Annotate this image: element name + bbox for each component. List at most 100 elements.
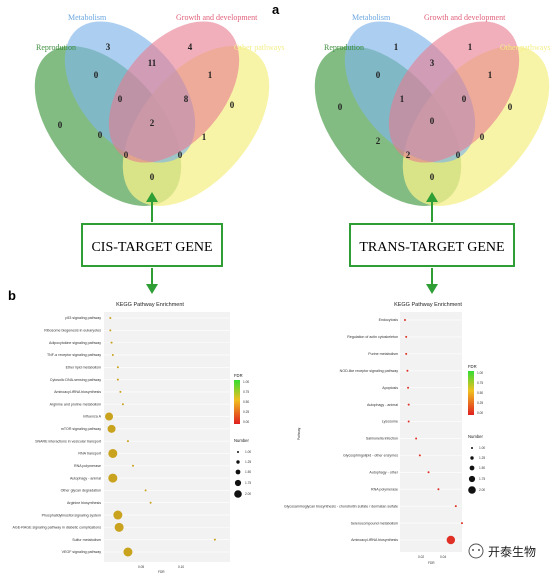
kegg-left-pathway-label: Other glycan degradation [61,489,101,493]
kegg-right-dot [407,420,410,423]
kegg-left-number-legend-title: Number [234,438,249,443]
kegg-left-size-key [235,469,241,475]
right-down-arrow-head [426,284,438,294]
kegg-left-dot [116,366,119,369]
venn-right-count: 0 [456,150,461,160]
kegg-left-fdr-tick: 0.25 [243,410,249,414]
venn-right-label-other: Other pathways [500,43,550,52]
venn-right-count: 2 [406,150,411,160]
kegg-right-dot [415,437,418,440]
venn-left-label-metabolism: Metabolism [68,13,107,22]
kegg-left-dot [109,317,112,319]
watermark: 开泰生物 [468,543,536,559]
kegg-left-size-key [234,490,242,498]
kegg-left-pathway-label: SNARE interactions in vesicular transpor… [35,439,101,443]
venn-right-label-growth: Growth and development [424,13,506,22]
kegg-left-fdr-tick: 1.00 [243,380,249,384]
kegg-left-dot [149,501,152,504]
kegg-right-panel [400,312,462,552]
kegg-left-dot [213,538,216,541]
kegg-left-title: KEGG Pathway Enrichment [116,302,184,308]
kegg-right-dot [405,352,408,355]
venn-left-count: 1 [202,132,207,142]
kegg-left-number-tick: 1.75 [245,481,251,485]
kegg-left-fdr-legend-title: FDR [234,373,243,378]
kegg-right-number-tick: 2.00 [479,488,485,492]
left-connector: CIS-TARGET GENE [81,192,223,294]
kegg-left-pathway-label: Ribosome biogenesis in eukaryotes [44,329,101,333]
venn-left-label-reproduction: Reprodution [36,43,76,52]
kegg-left-pathway-label: RNA polymerase [74,464,101,468]
kegg-right-number-tick: 1.00 [479,446,485,450]
kegg-right-ylabel: Pathway [297,427,301,440]
kegg-right-fdr-tick: 0.75 [477,381,483,385]
kegg-left-number-tick: 1.50 [245,470,251,474]
kegg-right-pathway-label: Apoptosis [382,386,398,390]
right-connector: TRANS-TARGET GENE [349,192,515,294]
venn-left-count: 0 [58,120,63,130]
kegg-left-dot [123,547,133,557]
kegg-left-pathway-label: Arginine biosynthesis [67,501,101,505]
kegg-right-pathway-label: Autophagy - other [369,471,398,475]
kegg-left-number-tick: 1.00 [245,450,251,454]
kegg-left-dot [105,412,114,421]
kegg-right-pathway-label: NOD-like receptor signaling pathway [340,369,399,373]
kegg-right-dot [461,522,463,525]
kegg-right-dot [407,386,410,389]
kegg-right-size-key [469,465,475,471]
left-up-arrow-head [146,192,158,202]
venn-left-count: 0 [94,70,99,80]
kegg-left-fdr-colorbar [234,380,240,424]
kegg-right-plot: KEGG Pathway Enrichment Pathway Endocyto… [284,302,485,565]
kegg-right-size-key [468,486,476,494]
kegg-left-pathway-label: Influenza A [83,415,101,419]
kegg-left-fdr-tick: 0.75 [243,390,249,394]
kegg-right-fdr-tick: 0.25 [477,401,483,405]
kegg-left-pathway-label: Sulfur metabolism [72,538,101,542]
kegg-left-pathway-labels: p53 signaling pathway Ribosome biogenesis… [13,316,102,554]
kegg-left-pathway-label: Aminoacyl-tRNA biosynthesis [54,390,101,394]
kegg-left-fdr-tick: 0.50 [243,400,249,404]
venn-left-count: 0 [98,130,103,140]
venn-right-count: 2 [376,136,381,146]
kegg-right-number-tick: 1.25 [479,456,485,460]
watermark-text: 开泰生物 [488,545,536,559]
kegg-right-size-key [468,475,476,483]
kegg-right-dot [454,505,457,508]
venn-left-count: 0 [230,100,235,110]
kegg-left-number-tick: 2.00 [245,492,251,496]
wechat-logo-icon-eye [472,549,474,551]
kegg-right-pathway-label: Purine metabolism [368,352,398,356]
kegg-right-xtick: 0.02 [418,555,424,559]
kegg-right-pathway-label: Autophagy - animal [367,403,398,407]
kegg-right-number-tick: 1.75 [479,477,485,481]
kegg-left-dot [126,440,129,443]
venn-left-count: 2 [150,118,155,128]
kegg-right-pathway-label: RNA polymerase [371,487,398,491]
kegg-left-dot [109,329,112,332]
venn-left-count: 0 [150,172,155,182]
venn-right-count: 0 [376,70,381,80]
kegg-left-pathway-label: Cytosolic DNA-sensing pathway [50,378,101,382]
kegg-right-pathway-label: Lysosome [382,420,398,424]
kegg-left-pathway-label: mTOR signaling pathway [61,427,101,431]
venn-left-growth-ellipse [108,21,240,163]
kegg-left-dot [107,424,116,433]
kegg-left-dot [119,390,122,393]
kegg-right-dot [405,335,408,338]
kegg-left-dots [104,317,230,557]
kegg-left-dot [121,403,124,406]
venn-right-growth-ellipse [388,21,520,163]
venn-right-count: 0 [430,116,435,126]
kegg-left-dot [108,473,118,483]
venn-left: Metabolism Growth and development Reprod… [34,13,284,206]
kegg-right-dot [407,403,410,406]
kegg-left-dot [144,489,147,492]
kegg-right-xtick: 0.04 [440,555,446,559]
kegg-right-size-key [470,456,474,460]
kegg-left-pathway-label: p53 signaling pathway [65,316,101,320]
venn-right-label-reproduction: Reprodution [324,43,364,52]
venn-left-count: 3 [106,42,111,52]
kegg-left-pathway-label: TNF-α receptor signaling pathway [47,353,101,357]
kegg-left-pathway-label: Autophagy - animal [70,476,101,480]
